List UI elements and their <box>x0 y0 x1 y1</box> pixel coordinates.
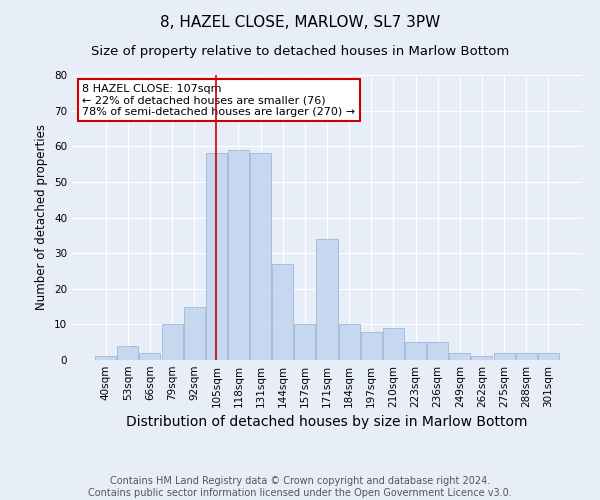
Bar <box>427 342 448 360</box>
Bar <box>494 353 515 360</box>
Text: 8, HAZEL CLOSE, MARLOW, SL7 3PW: 8, HAZEL CLOSE, MARLOW, SL7 3PW <box>160 15 440 30</box>
Bar <box>338 324 359 360</box>
Text: 8 HAZEL CLOSE: 107sqm
← 22% of detached houses are smaller (76)
78% of semi-deta: 8 HAZEL CLOSE: 107sqm ← 22% of detached … <box>82 84 355 116</box>
Bar <box>139 353 160 360</box>
Text: Size of property relative to detached houses in Marlow Bottom: Size of property relative to detached ho… <box>91 45 509 58</box>
Bar <box>161 324 182 360</box>
X-axis label: Distribution of detached houses by size in Marlow Bottom: Distribution of detached houses by size … <box>126 416 528 430</box>
Bar <box>118 346 139 360</box>
Bar <box>515 353 536 360</box>
Bar <box>250 154 271 360</box>
Bar <box>95 356 116 360</box>
Bar <box>272 264 293 360</box>
Bar <box>383 328 404 360</box>
Bar <box>361 332 382 360</box>
Bar <box>472 356 493 360</box>
Bar <box>228 150 249 360</box>
Bar <box>206 154 227 360</box>
Bar <box>449 353 470 360</box>
Text: Contains HM Land Registry data © Crown copyright and database right 2024.
Contai: Contains HM Land Registry data © Crown c… <box>88 476 512 498</box>
Bar <box>405 342 426 360</box>
Bar <box>538 353 559 360</box>
Y-axis label: Number of detached properties: Number of detached properties <box>35 124 49 310</box>
Bar <box>316 239 338 360</box>
Bar <box>295 324 316 360</box>
Bar <box>184 306 205 360</box>
